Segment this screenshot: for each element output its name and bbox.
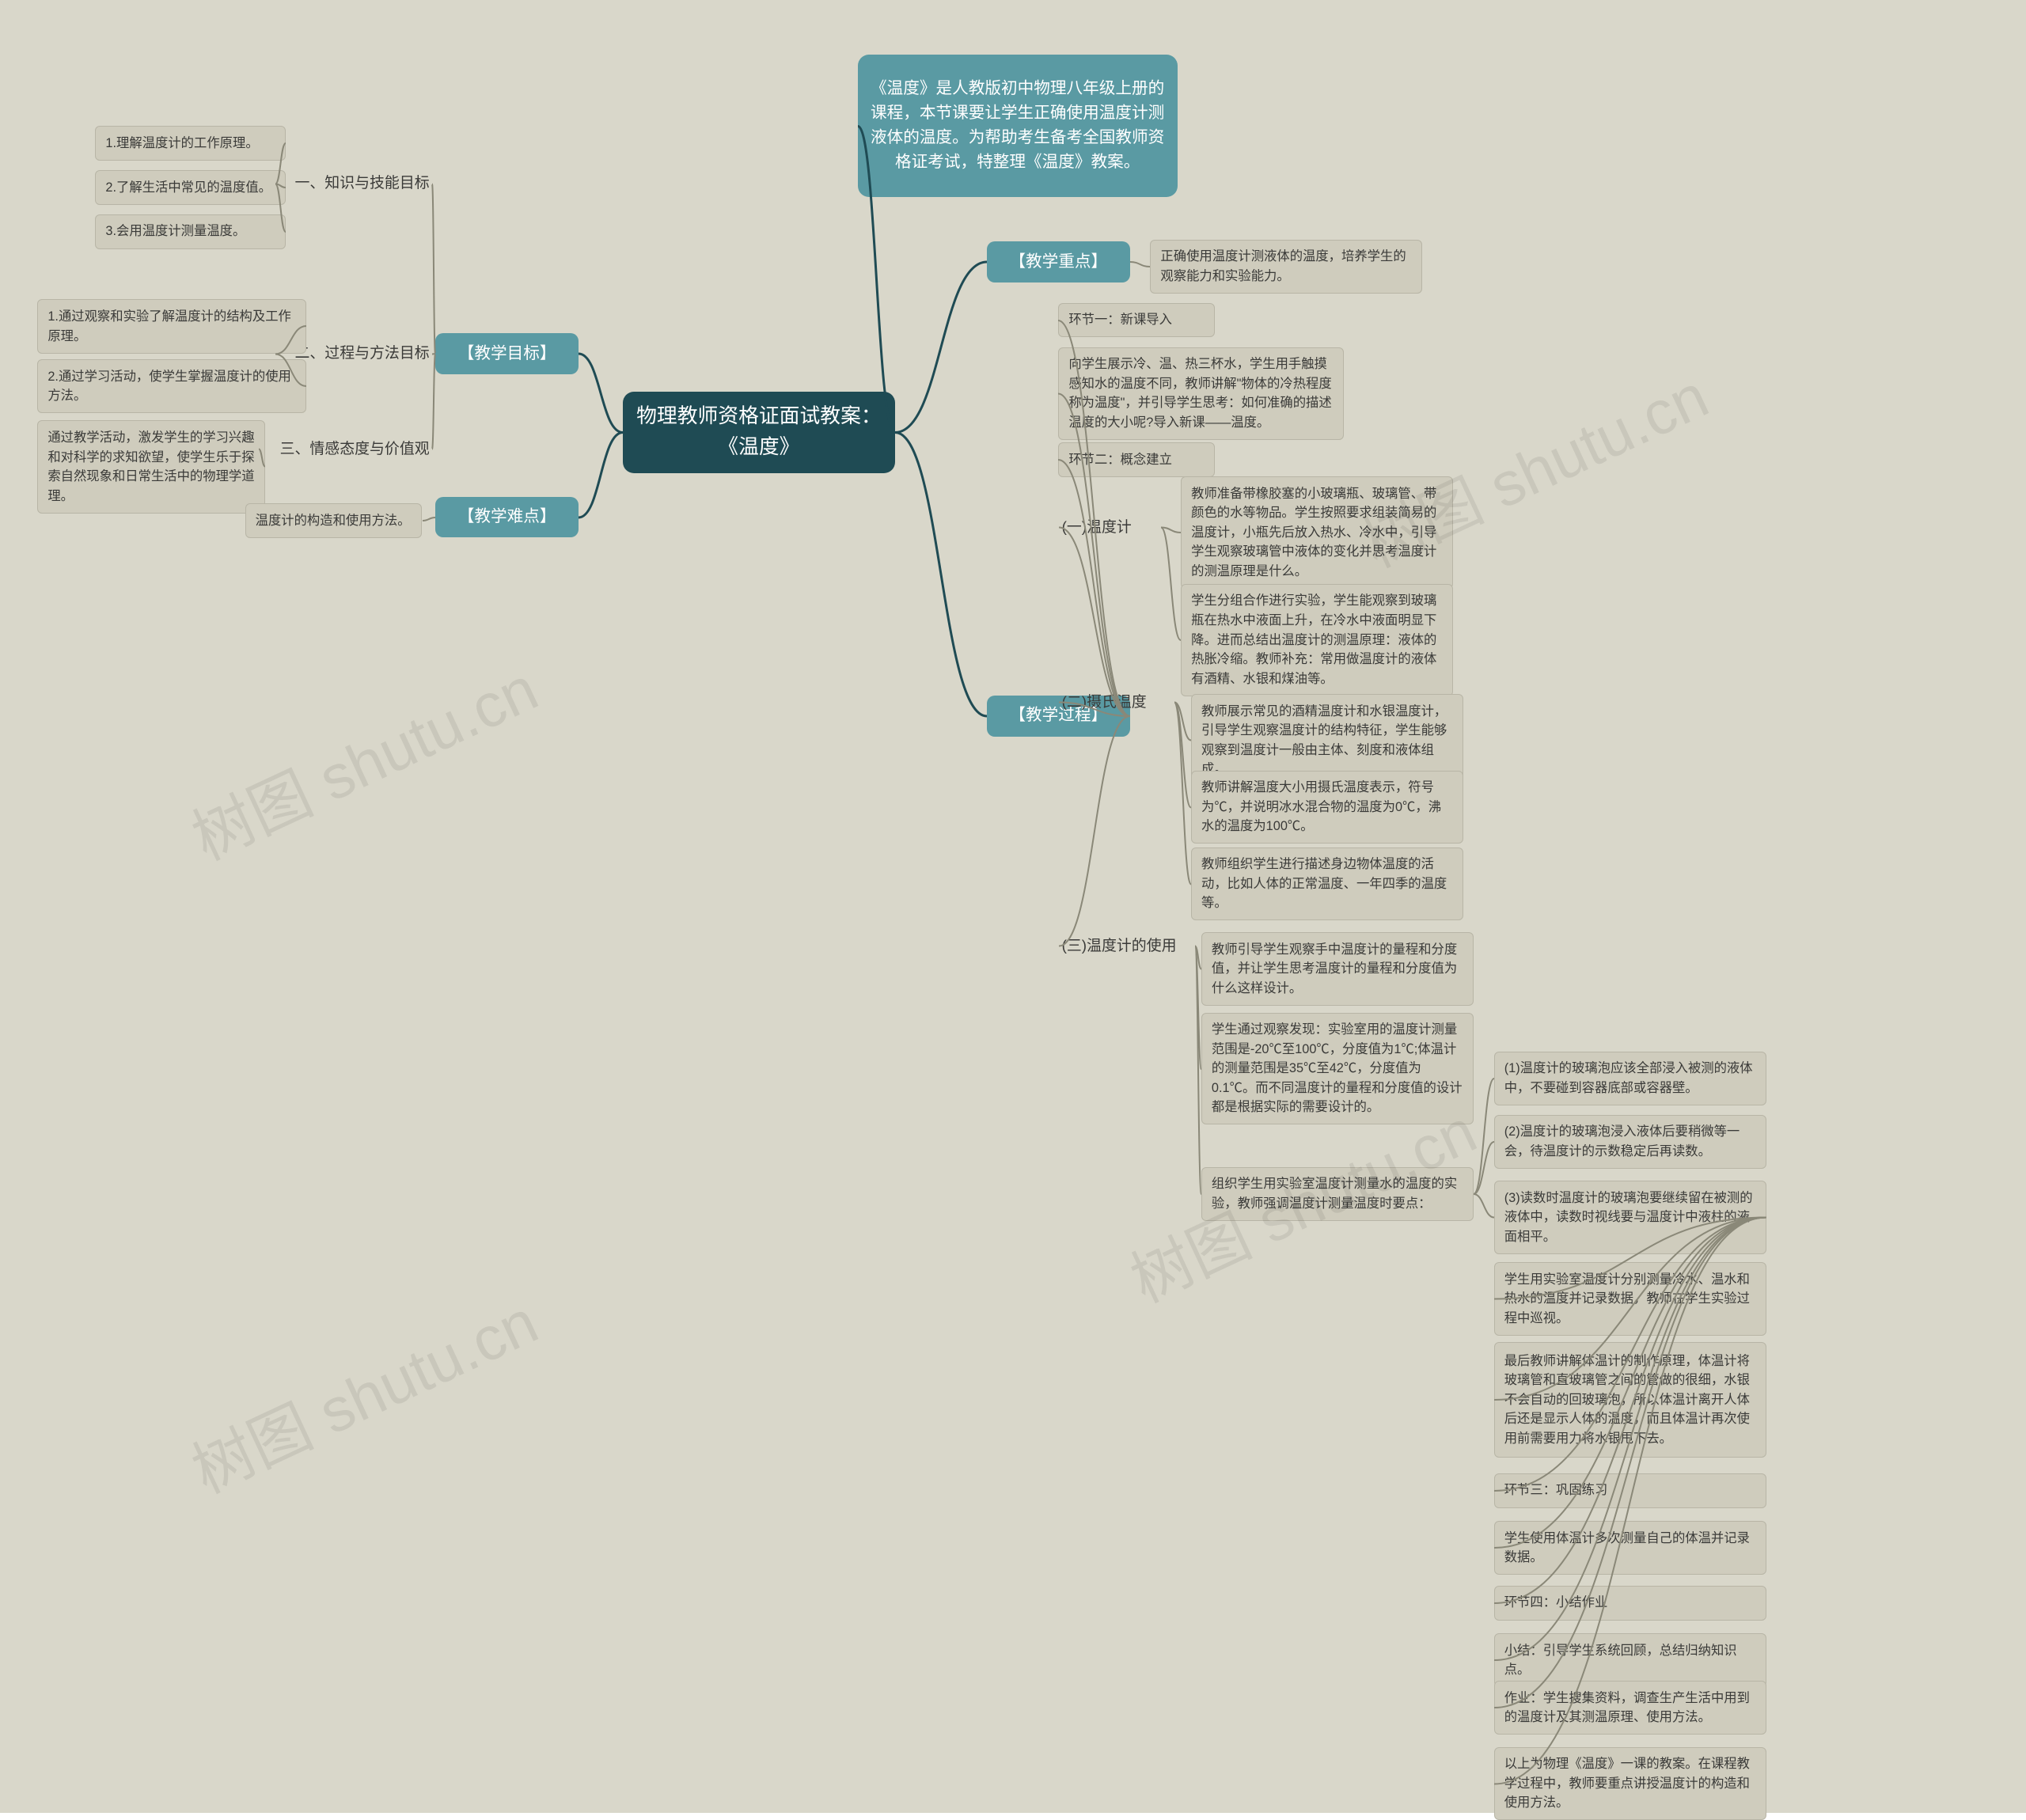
leaf-node: 教师引导学生观察手中温度计的量程和分度值，并让学生思考温度计的量程和分度值为什么… (1201, 932, 1474, 1006)
section-pill: 【教学重点】 (987, 241, 1130, 282)
leaf-node: (3)读数时温度计的玻璃泡要继续留在被测的液体中，读数时视线要与温度计中液柱的液… (1494, 1181, 1766, 1254)
leaf-node: 正确使用温度计测液体的温度，培养学生的观察能力和实验能力。 (1150, 240, 1422, 294)
leaf-node: 学生通过观察发现：实验室用的温度计测量范围是-20℃至100℃，分度值为1℃;体… (1201, 1013, 1474, 1125)
leaf-node: 学生使用体温计多次测量自己的体温并记录数据。 (1494, 1521, 1766, 1575)
leaf-node: (2)温度计的玻璃泡浸入液体后要稍微等一会，待温度计的示数稳定后再读数。 (1494, 1115, 1766, 1169)
leaf-node: 以上为物理《温度》一课的教案。在课程教学过程中，教师要重点讲授温度计的构造和使用… (1494, 1747, 1766, 1820)
section-pill: 【教学难点】 (435, 497, 579, 538)
leaf-node: 作业：学生搜集资料，调查生产生活中用到的温度计及其测温原理、使用方法。 (1494, 1681, 1766, 1735)
leaf-node: (1)温度计的玻璃泡应该全部浸入被测的液体中，不要碰到容器底部或容器壁。 (1494, 1052, 1766, 1105)
leaf-node: 环节三：巩固练习 (1494, 1473, 1766, 1508)
leaf-node: 小结：引导学生系统回顾，总结归纳知识点。 (1494, 1633, 1766, 1687)
branch-label: 三、情感态度与价值观 (259, 435, 432, 463)
leaf-node: 向学生展示冷、温、热三杯水，学生用手触摸感知水的温度不同，教师讲解"物体的冷热程… (1058, 347, 1344, 440)
leaf-node: 温度计的构造和使用方法。 (245, 503, 423, 538)
leaf-node: 学生分组合作进行实验，学生能观察到玻璃瓶在热水中液面上升，在冷水中液面明显下降。… (1181, 584, 1453, 696)
branch-label: (二)摄氏温度 (1059, 688, 1174, 716)
leaf-node: 学生用实验室温度计分别测量冷水、温水和热水的温度并记录数据，教师在学生实验过程中… (1494, 1262, 1766, 1336)
leaf-node: 组织学生用实验室温度计测量水的温度的实验，教师强调温度计测量温度时要点： (1201, 1167, 1474, 1221)
leaf-node: 教师准备带橡胶塞的小玻璃瓶、玻璃管、带颜色的水等物品。学生按照要求组装简易的温度… (1181, 476, 1453, 589)
watermark: 树图 shutu.cn (176, 1273, 549, 1511)
leaf-node: 最后教师讲解体温计的制作原理，体温计将玻璃管和直玻璃管之间的管做的很细，水银不会… (1494, 1342, 1766, 1458)
leaf-node: 1.理解温度计的工作原理。 (95, 126, 286, 161)
branch-label: (一)温度计 (1059, 514, 1161, 541)
watermark: 树图 shutu.cn (176, 640, 549, 878)
section-pill: 【教学目标】 (435, 333, 579, 374)
leaf-node: 环节一：新课导入 (1058, 303, 1215, 338)
leaf-node: 环节四：小结作业 (1494, 1586, 1766, 1621)
leaf-node: 2.了解生活中常见的温度值。 (95, 170, 286, 205)
leaf-node: 通过教学活动，激发学生的学习兴趣和对科学的求知欲望，使学生乐于探索自然现象和日常… (37, 420, 265, 513)
intro-node: 《温度》是人教版初中物理八年级上册的课程，本节课要让学生正确使用温度计测液体的温… (858, 55, 1178, 198)
leaf-node: 2.通过学习活动，使学生掌握温度计的使用方法。 (37, 359, 306, 413)
mindmap-canvas: 物理教师资格证面试教案：《温度》 《温度》是人教版初中物理八年级上册的课程，本节课… (0, 0, 2026, 1813)
leaf-node: 环节二：概念建立 (1058, 442, 1215, 477)
leaf-node: 1.通过观察和实验了解温度计的结构及工作原理。 (37, 299, 306, 353)
leaf-node: 3.会用温度计测量温度。 (95, 214, 286, 249)
branch-label: (三)温度计的使用 (1059, 932, 1195, 960)
root-node: 物理教师资格证面试教案：《温度》 (623, 392, 895, 473)
leaf-node: 教师讲解温度大小用摄氏温度表示，符号为℃，并说明冰水混合物的温度为0℃，沸水的温… (1191, 771, 1463, 844)
branch-label: 一、知识与技能目标 (275, 170, 432, 198)
leaf-node: 教师组织学生进行描述身边物体温度的活动，比如人体的正常温度、一年四季的温度等。 (1191, 847, 1463, 921)
